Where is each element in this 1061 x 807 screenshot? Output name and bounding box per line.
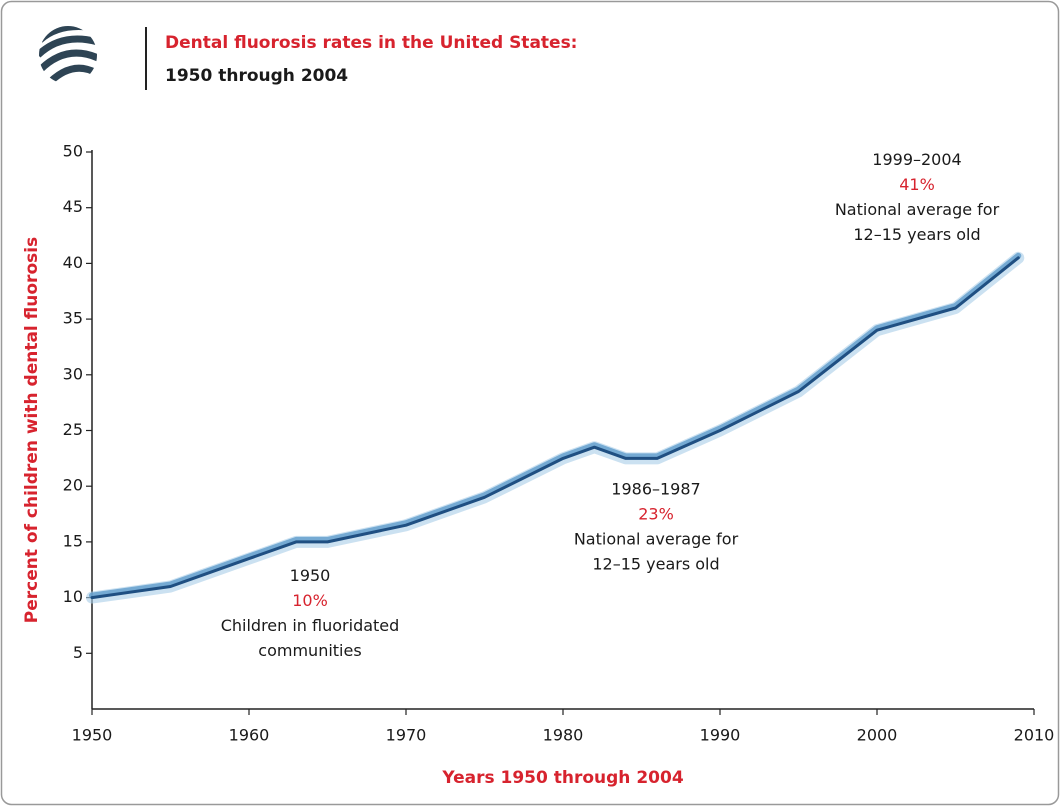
data-line [90, 256, 1020, 600]
y-tick-label: 20 [63, 476, 83, 495]
line-highlight [89, 252, 1022, 599]
y-tick-label: 35 [63, 309, 83, 328]
annotation-text: 12–15 years old [592, 554, 719, 573]
annotation-percent: 23% [638, 504, 674, 523]
y-tick-label: 25 [63, 420, 83, 439]
x-tick-label: 1960 [229, 726, 270, 745]
x-tick-label: 2000 [857, 726, 898, 745]
y-tick-label: 15 [63, 531, 83, 550]
annotation-period: 1950 [290, 566, 331, 585]
y-tick-label: 30 [63, 364, 83, 383]
annotation-percent: 10% [292, 591, 328, 610]
x-tick-label: 2010 [1014, 726, 1055, 745]
annotation-percent: 41% [899, 175, 935, 194]
x-axis-label: Years 1950 through 2004 [441, 768, 683, 788]
annotation-text: 12–15 years old [853, 225, 980, 244]
annotation-period: 1986–1987 [611, 479, 700, 498]
y-tick-label: 50 [63, 142, 83, 161]
y-tick-label: 40 [63, 253, 83, 272]
x-tick-label: 1990 [700, 726, 741, 745]
x-tick-label: 1970 [386, 726, 427, 745]
annotation-period: 1999–2004 [872, 150, 961, 169]
y-axis-label: Percent of children with dental fluorosi… [22, 237, 42, 623]
annotation-text: National average for [574, 529, 739, 548]
y-tick-label: 5 [73, 643, 83, 662]
annotation-text: Children in fluoridated [221, 616, 400, 635]
y-tick-label: 10 [63, 587, 83, 606]
y-tick-label: 45 [63, 197, 83, 216]
x-tick-label: 1980 [543, 726, 584, 745]
annotation-text: communities [258, 641, 361, 660]
chart-title: Dental fluorosis rates in the United Sta… [165, 33, 577, 53]
chart-subtitle: 1950 through 2004 [165, 66, 348, 86]
annotation-text: National average for [835, 200, 1000, 219]
x-tick-label: 1950 [72, 726, 113, 745]
